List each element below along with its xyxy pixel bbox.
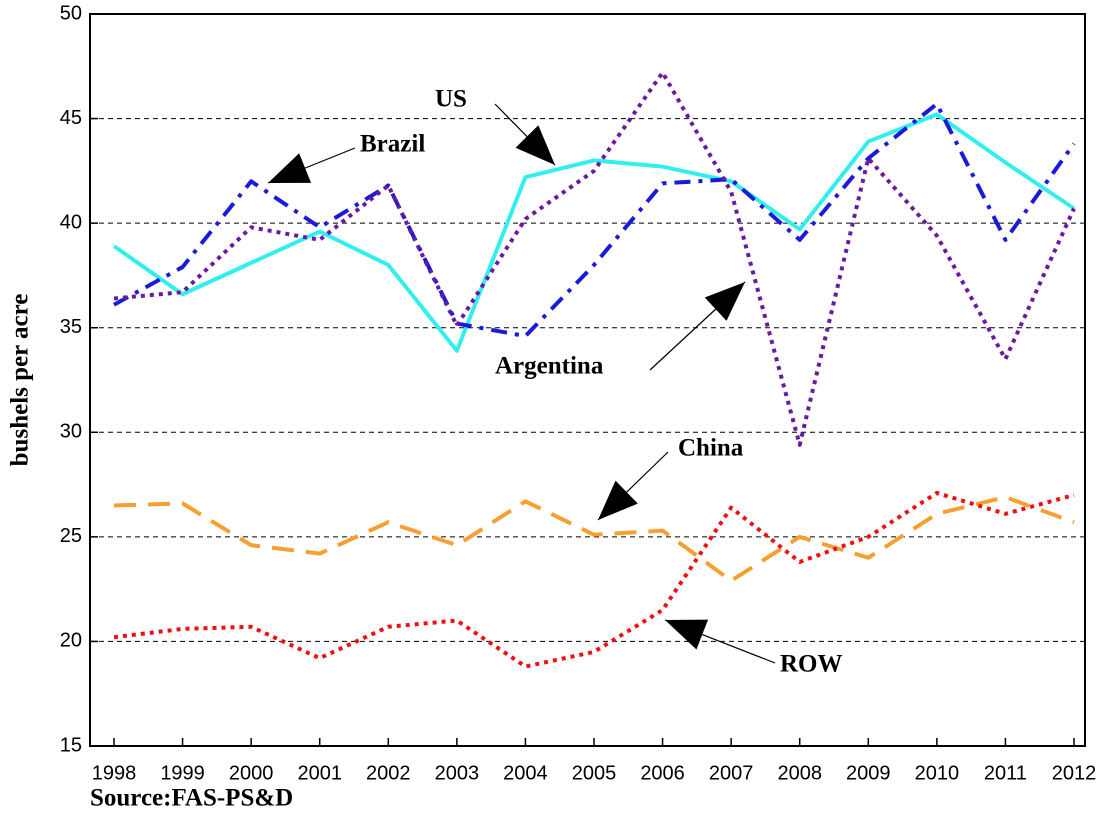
y-tick-label: 20 xyxy=(60,630,82,652)
y-tick-label: 45 xyxy=(60,107,82,129)
series-line xyxy=(113,495,1075,583)
arrow xyxy=(494,103,556,166)
x-tick-label: 2010 xyxy=(915,762,960,784)
annotation: China xyxy=(678,435,744,462)
x-tick-label: 2004 xyxy=(503,762,548,784)
arrow xyxy=(664,619,776,664)
annotation: Argentina xyxy=(495,353,604,380)
x-tick-label: 2011 xyxy=(984,762,1027,784)
arrow xyxy=(597,451,669,521)
series-line xyxy=(113,101,1076,339)
x-tick-label: 2002 xyxy=(366,762,411,784)
y-tick-label: 50 xyxy=(60,2,82,24)
x-tick-label: 2003 xyxy=(435,762,480,784)
x-tick-label: 2001 xyxy=(297,762,342,784)
arrow xyxy=(649,281,746,371)
annotation: ROW xyxy=(780,651,843,678)
series-line xyxy=(113,490,1075,669)
arrow xyxy=(267,147,356,184)
x-tick-label: 2007 xyxy=(709,762,754,784)
y-axis-label: bushels per acre xyxy=(7,294,34,467)
y-tick-label: 40 xyxy=(60,211,82,233)
x-tick-label: 1999 xyxy=(160,762,205,784)
y-tick-label: 25 xyxy=(60,525,82,547)
x-tick-label: 2006 xyxy=(640,762,685,784)
x-tick-label: 2005 xyxy=(572,762,617,784)
annotation: US xyxy=(435,86,467,113)
lines xyxy=(112,70,1076,669)
x-tick-label: 2000 xyxy=(229,762,274,784)
x-tick-label: 1998 xyxy=(92,762,137,784)
series-line xyxy=(112,112,1076,353)
x-tick-label: 2012 xyxy=(1052,762,1097,784)
annotation: Brazil xyxy=(360,131,425,158)
annotations xyxy=(267,103,776,664)
y-tick-label: 15 xyxy=(60,734,82,756)
y-tick-label: 30 xyxy=(60,421,82,443)
x-tick-label: 2008 xyxy=(777,762,822,784)
y-tick-label: 35 xyxy=(60,316,82,338)
x-tick-label: 2009 xyxy=(846,762,891,784)
series-line xyxy=(113,70,1076,447)
source: Source:FAS-PS&D xyxy=(90,785,293,812)
grid xyxy=(90,118,1085,642)
plot-frame xyxy=(89,13,1086,747)
